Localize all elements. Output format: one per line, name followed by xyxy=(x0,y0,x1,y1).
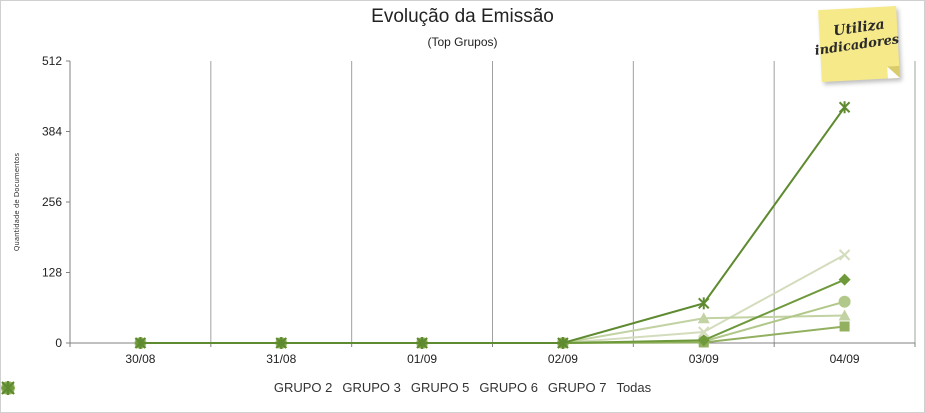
data-point-grupo-7 xyxy=(838,273,851,286)
x-tick-label: 03/09 xyxy=(689,352,719,366)
legend-item-grupo-5: GRUPO 5 xyxy=(1,380,470,395)
legend-item-todas: Todas xyxy=(1,380,652,395)
legend-label: GRUPO 6 xyxy=(479,380,538,395)
data-point-grupo-2 xyxy=(698,326,710,338)
x-tick-label: 30/08 xyxy=(125,352,155,366)
x-tick-label: 31/08 xyxy=(266,352,296,366)
legend-item-grupo-3: GRUPO 3 xyxy=(1,380,401,395)
data-point-todas xyxy=(275,337,287,349)
x-tick-label: 02/09 xyxy=(548,352,578,366)
legend-symbol xyxy=(1,381,15,395)
utiliza-indicadores-logo: Utiliza indicadores xyxy=(814,6,900,84)
data-point-todas xyxy=(557,337,569,349)
legend-item-grupo-6: GRUPO 6 xyxy=(2,380,538,395)
y-tick-label: 0 xyxy=(55,336,62,350)
data-point-grupo-2 xyxy=(838,249,851,261)
x-tick-label: 01/09 xyxy=(407,352,437,366)
data-point-todas xyxy=(416,337,428,349)
chart-legend: GRUPO 2 GRUPO 3 GRUPO 5 GRUPO 6 GRUPO 7 Todas xyxy=(0,380,925,395)
legend-label: GRUPO 2 xyxy=(273,380,333,395)
data-point-grupo-5 xyxy=(838,295,851,308)
y-tick-label: 256 xyxy=(42,195,62,209)
y-tick-label: 512 xyxy=(42,54,62,68)
data-point-grupo-6 xyxy=(839,321,850,332)
legend-item-grupo-7: GRUPO 7 xyxy=(1,380,607,395)
y-tick-label: 384 xyxy=(42,125,62,139)
legend-label: GRUPO 3 xyxy=(342,380,401,395)
chart-subtitle: (Top Grupos) xyxy=(427,35,498,49)
data-point-grupo-3 xyxy=(697,312,710,324)
data-point-grupo-3 xyxy=(838,309,851,321)
x-tick-label: 04/09 xyxy=(830,352,860,366)
data-point-grupo-7 xyxy=(697,334,710,347)
legend-label: Todas xyxy=(616,380,652,395)
series-line-todas xyxy=(140,106,846,344)
legend-item-grupo-2: GRUPO 2 xyxy=(1,380,333,395)
data-point-todas xyxy=(134,337,147,349)
chart-title: Evolução da Emissão xyxy=(371,6,554,27)
legend-label: GRUPO 5 xyxy=(410,380,470,395)
data-point-todas xyxy=(838,101,851,114)
legend-label: GRUPO 7 xyxy=(547,380,607,395)
legend-marker-todas xyxy=(1,381,15,395)
y-tick-label: 128 xyxy=(42,266,62,280)
data-point-todas xyxy=(698,297,710,310)
